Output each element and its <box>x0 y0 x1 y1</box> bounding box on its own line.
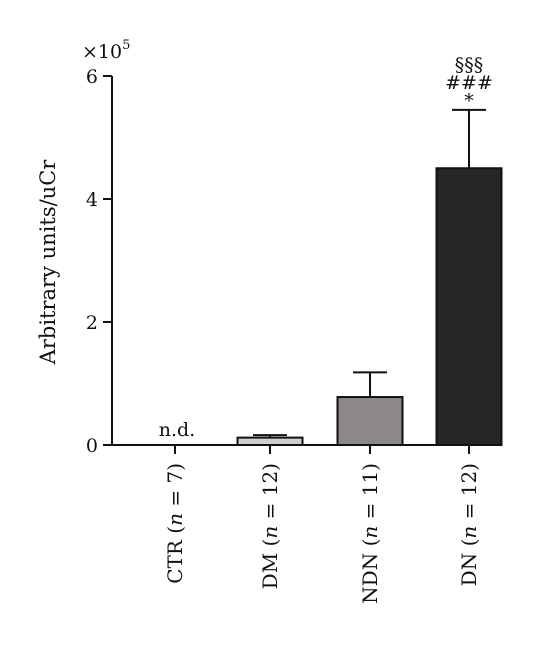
x-tick-label: DM (n = 12) <box>258 463 282 589</box>
y-axis-multiplier: ×105 <box>82 38 130 63</box>
significance-marker: * <box>464 90 474 112</box>
y-tick-label: 4 <box>86 189 98 211</box>
significance-marker: §§§ <box>455 54 484 76</box>
bar <box>336 396 404 446</box>
x-tick-label: CTR (n = 7) <box>163 463 187 584</box>
bars <box>236 108 503 446</box>
bar <box>435 167 503 446</box>
significance-marker: ### <box>445 72 493 94</box>
x-tick-label: NDN (n = 11) <box>358 463 382 604</box>
labels: 0 2 4 6 n.d. CTR (n = 7) DM (n = 12) NDN (n = 1… <box>86 54 493 604</box>
y-tick-label: 2 <box>86 312 98 334</box>
y-tick-label: 0 <box>86 435 98 457</box>
value-label: n.d. <box>159 419 195 441</box>
bar <box>236 436 304 446</box>
y-axis-label: Arbitrary units/uCr <box>36 159 60 366</box>
y-tick-label: 6 <box>86 66 98 88</box>
x-tick-label: DN (n = 12) <box>457 463 481 586</box>
